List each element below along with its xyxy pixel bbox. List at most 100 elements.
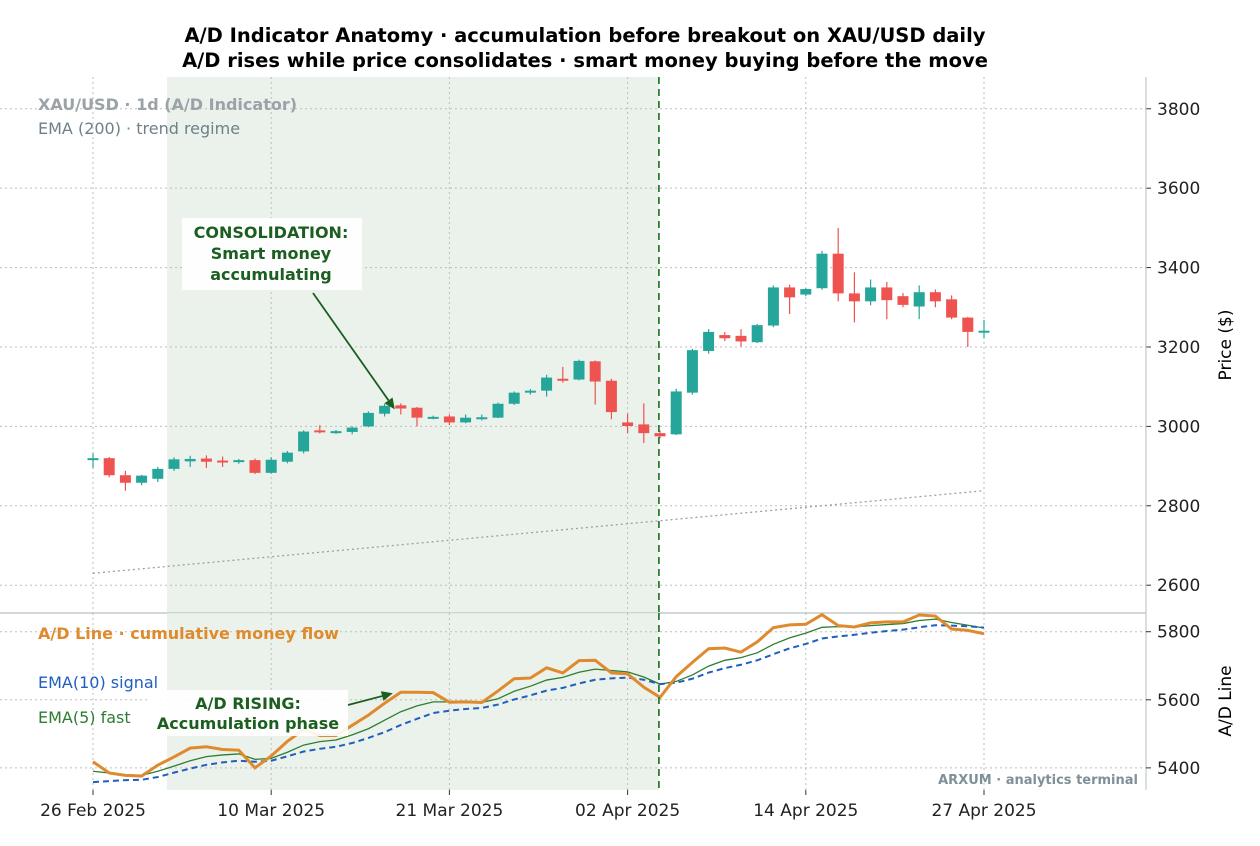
candle: [184, 455, 196, 467]
candle-body: [913, 292, 925, 307]
ad-annotation-line-1: A/D RISING:: [195, 694, 301, 713]
candle-body: [589, 361, 601, 382]
candle-body: [379, 405, 391, 414]
x-tick-label: 26 Feb 2025: [40, 801, 146, 821]
x-tick-label: 14 Apr 2025: [753, 801, 858, 821]
candle-body: [249, 460, 261, 473]
candle: [848, 272, 860, 323]
candle: [832, 227, 844, 302]
candle: [670, 388, 682, 436]
ad-y-ticks: 5400 5600 5800: [1146, 623, 1200, 779]
price-y-label: Price ($): [1216, 310, 1236, 381]
candle-body: [119, 475, 131, 483]
candles: [87, 227, 990, 491]
watermark: ARXUM · analytics terminal: [938, 773, 1138, 788]
candle: [298, 430, 310, 454]
ad-annotation-box: [148, 690, 348, 736]
price-y-tick-label: 3600: [1157, 179, 1200, 199]
candle: [589, 360, 601, 405]
candle: [978, 319, 990, 339]
candle-body: [427, 416, 439, 419]
ad-y-label: A/D Line: [1216, 665, 1236, 736]
candle-body: [152, 468, 164, 479]
candle: [136, 474, 148, 486]
candle: [524, 389, 536, 395]
candle-body: [767, 287, 779, 326]
candle-body: [573, 360, 585, 380]
candle: [751, 323, 763, 344]
ad-y-tick-label: 5600: [1157, 691, 1200, 711]
candle-body: [638, 424, 650, 434]
candle: [573, 359, 585, 381]
candle-body: [881, 287, 893, 301]
candle-body: [541, 377, 553, 391]
x-axis: 26 Feb 2025 10 Mar 2025 21 Mar 2025 02 Apr …: [40, 790, 1037, 821]
candle-body: [362, 412, 374, 427]
candle: [557, 366, 569, 383]
candle-body: [816, 253, 828, 289]
candle: [265, 457, 277, 474]
ema200-line: [92, 490, 985, 574]
price-y-ticks: 2600 2800 3000 3200 3400 3600 3800: [1146, 100, 1200, 596]
candle: [541, 374, 553, 397]
candle-body: [784, 287, 796, 298]
candle: [152, 466, 164, 482]
candle-body: [832, 253, 844, 294]
candle: [362, 411, 374, 428]
candle: [816, 250, 828, 290]
candle: [865, 279, 877, 306]
candle: [249, 458, 261, 475]
candle: [411, 406, 423, 427]
candle: [881, 281, 893, 320]
candle-body: [314, 430, 326, 433]
candle-body: [281, 452, 293, 462]
candle-body: [670, 391, 682, 435]
candle: [233, 458, 245, 464]
candle-body: [897, 296, 909, 305]
price-y-tick-label: 3400: [1157, 259, 1200, 279]
candle-body: [200, 458, 212, 462]
candle: [784, 284, 796, 315]
candle-body: [654, 433, 666, 437]
candle-body: [460, 417, 472, 423]
price-grid: [0, 77, 1146, 613]
candle: [605, 378, 617, 420]
candle-body: [508, 392, 520, 404]
ad-y-tick-label: 5400: [1157, 759, 1200, 779]
candle-body: [719, 335, 731, 339]
consolidation-annotation-line-1: CONSOLIDATION:: [194, 223, 349, 242]
candle: [314, 425, 326, 434]
candle: [686, 348, 698, 395]
candle-body: [557, 378, 569, 381]
candle: [87, 453, 99, 469]
candle-body: [87, 458, 99, 461]
consolidation-annotation-arrow: [312, 292, 390, 401]
x-tick-label: 27 Apr 2025: [931, 801, 1036, 821]
candle-body: [476, 417, 488, 420]
candle: [703, 329, 715, 354]
candle: [476, 414, 488, 421]
x-tick-label: 21 Mar 2025: [396, 801, 504, 821]
candle-body: [411, 407, 423, 418]
candle: [654, 430, 666, 439]
candle: [638, 403, 650, 444]
candle-body: [929, 292, 941, 302]
ad-y-tick-label: 5800: [1157, 623, 1200, 643]
price-legend-title: XAU/USD · 1d (A/D Indicator): [38, 95, 297, 114]
candle: [946, 295, 958, 320]
candle: [200, 455, 212, 469]
consolidation-annotation-arrowhead: [384, 397, 395, 410]
price-y-tick-label: 2800: [1157, 497, 1200, 517]
candle-body: [946, 299, 958, 318]
candle-body: [703, 331, 715, 351]
candle: [800, 288, 812, 297]
candle-body: [524, 390, 536, 393]
candle: [346, 426, 358, 435]
price-y-tick-label: 2600: [1157, 576, 1200, 596]
chart-subtitle: A/D rises while price consolidates · sma…: [182, 49, 988, 72]
ad-annotation-line-2: Accumulation phase: [157, 714, 339, 733]
candle-body: [622, 422, 634, 426]
price-y-tick-label: 3200: [1157, 338, 1200, 358]
ema5-legend: EMA(5) fast: [38, 708, 131, 727]
